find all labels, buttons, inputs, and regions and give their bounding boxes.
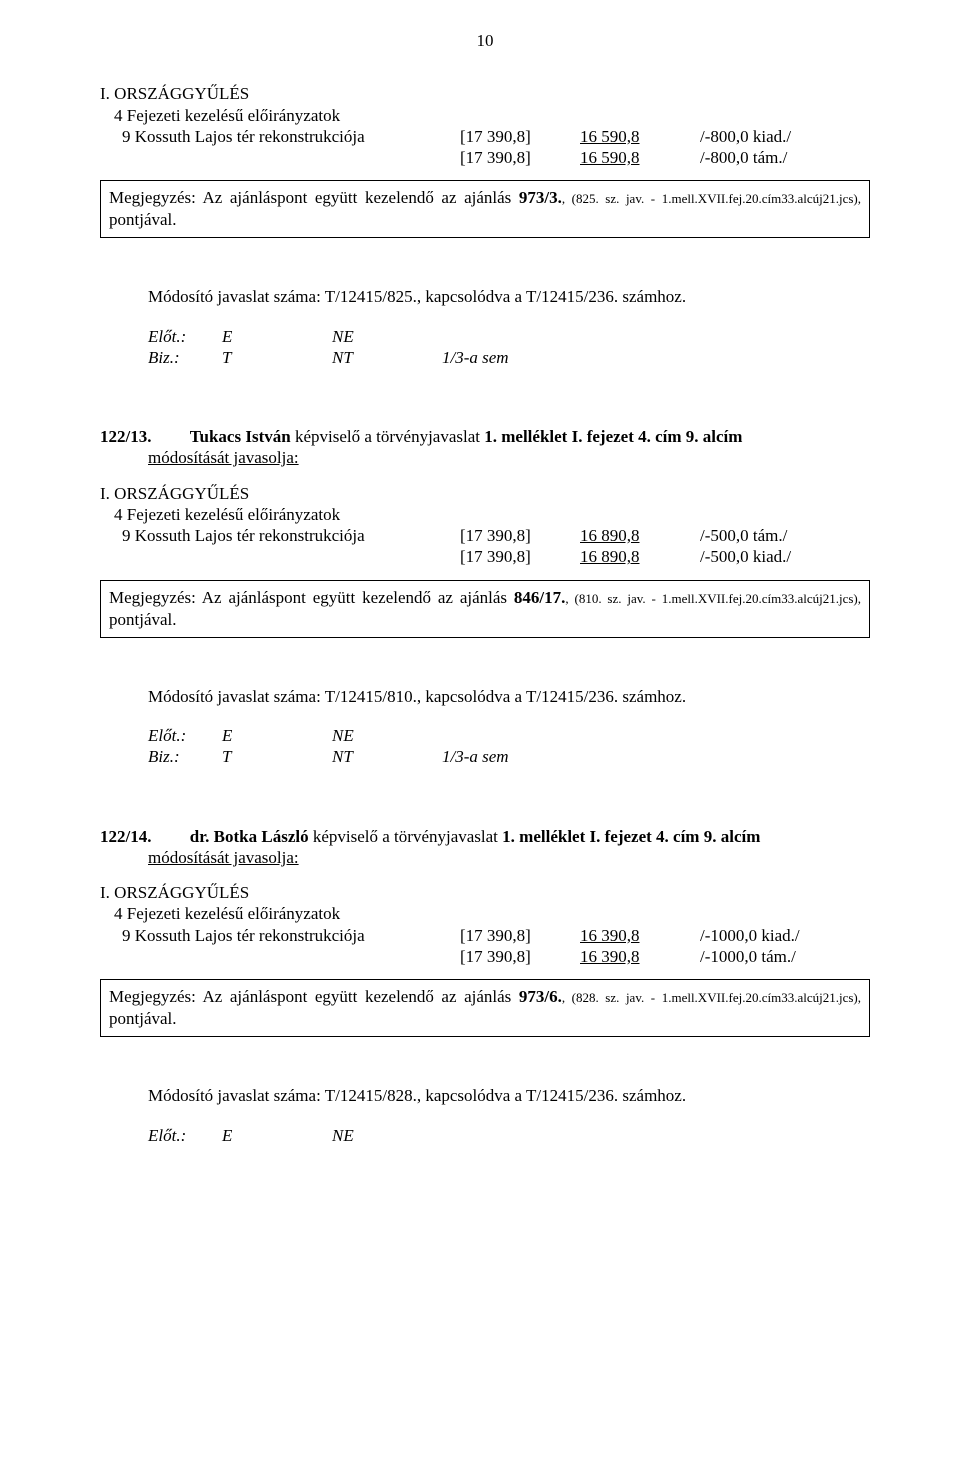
vote-value: E: [222, 725, 332, 746]
heading-chapter: 4 Fejezeti kezelésű előirányzatok: [100, 504, 870, 525]
budget-row-change: /-1000,0 kiad./: [700, 925, 870, 946]
budget-row: 9 Kossuth Lajos tér rekonstrukciója [17 …: [100, 946, 870, 967]
proposer-name: Tukacs István: [190, 427, 291, 446]
note-box: Megjegyzés: Az ajánláspont együtt kezele…: [100, 180, 870, 238]
budget-row-label: 9 Kossuth Lajos tér rekonstrukciója: [122, 525, 460, 546]
vote-row: Előt.: E NE: [148, 725, 870, 746]
budget-row-bracket: [17 390,8]: [460, 946, 580, 967]
section-number: 122/13.: [100, 427, 151, 446]
note-suffix: pontjával.: [109, 210, 177, 229]
note-citation: , (810. sz. jav. - 1.mell.XVII.fej.20.cí…: [565, 591, 861, 606]
budget-row-value: 16 390,8: [580, 925, 700, 946]
vote-value: NT: [332, 746, 442, 767]
section-heading: 122/13. Tukacs István képviselő a törvén…: [100, 426, 870, 469]
vote-value: 1/3-a sem: [442, 746, 582, 767]
budget-row-change: /-800,0 tám./: [700, 147, 870, 168]
modification-link: módosítását javasolja:: [148, 448, 299, 467]
budget-row-label: 9 Kossuth Lajos tér rekonstrukciója: [122, 925, 460, 946]
note-citation: , (828. sz. jav. - 1.mell.XVII.fej.20.cí…: [562, 990, 861, 1005]
section-ref: 1. melléklet I. fejezet 4. cím 9. alcím: [484, 427, 742, 446]
amendment-ref: Módosító javaslat száma: T/12415/828., k…: [148, 1085, 870, 1106]
budget-row-value: 16 590,8: [580, 147, 700, 168]
budget-row: 9 Kossuth Lajos tér rekonstrukciója [17 …: [100, 925, 870, 946]
amendment-ref: Módosító javaslat száma: T/12415/825., k…: [148, 286, 870, 307]
heading-org: I. ORSZÁGGYŰLÉS: [100, 83, 870, 104]
note-text: Megjegyzés: Az ajánláspont együtt kezele…: [109, 987, 519, 1006]
section-text: képviselő a törvényjavaslat: [291, 427, 485, 446]
budget-row-bracket: [17 390,8]: [460, 147, 580, 168]
vote-value: NE: [332, 725, 442, 746]
budget-row-change: /-500,0 kiad./: [700, 546, 870, 567]
budget-row-value: 16 890,8: [580, 525, 700, 546]
heading-org: I. ORSZÁGGYŰLÉS: [100, 483, 870, 504]
vote-value: NT: [332, 347, 442, 368]
budget-row: 9 Kossuth Lajos tér rekonstrukciója [17 …: [100, 126, 870, 147]
note-ref: 973/6.: [519, 987, 562, 1006]
vote-value: T: [222, 746, 332, 767]
heading-chapter: 4 Fejezeti kezelésű előirányzatok: [100, 105, 870, 126]
section-number: 122/14.: [100, 827, 151, 846]
page-number: 10: [100, 30, 870, 51]
note-ref: 846/17.: [514, 588, 565, 607]
budget-row-value: 16 390,8: [580, 946, 700, 967]
vote-label: Előt.:: [148, 326, 222, 347]
budget-row-label: 9 Kossuth Lajos tér rekonstrukciója: [122, 126, 460, 147]
heading-chapter: 4 Fejezeti kezelésű előirányzatok: [100, 903, 870, 924]
vote-label: Előt.:: [148, 725, 222, 746]
budget-row-value: 16 590,8: [580, 126, 700, 147]
heading-org: I. ORSZÁGGYŰLÉS: [100, 882, 870, 903]
note-text: Megjegyzés: Az ajánláspont együtt kezele…: [109, 588, 514, 607]
vote-value: E: [222, 1125, 332, 1146]
budget-row-change: /-800,0 kiad./: [700, 126, 870, 147]
vote-label: Előt.:: [148, 1125, 222, 1146]
budget-row-value: 16 890,8: [580, 546, 700, 567]
budget-row-bracket: [17 390,8]: [460, 546, 580, 567]
amendment-ref: Módosító javaslat száma: T/12415/810., k…: [148, 686, 870, 707]
document-page: 10 I. ORSZÁGGYŰLÉS 4 Fejezeti kezelésű e…: [0, 0, 960, 1470]
section-text: képviselő a törvényjavaslat: [309, 827, 503, 846]
vote-value: NE: [332, 326, 442, 347]
vote-block: Előt.: E NE Biz.: T NT 1/3-a sem: [148, 725, 870, 768]
budget-row-change: /-1000,0 tám./: [700, 946, 870, 967]
budget-row: 9 Kossuth Lajos tér rekonstrukciója [17 …: [100, 525, 870, 546]
vote-row: Biz.: T NT 1/3-a sem: [148, 347, 870, 368]
vote-block: Előt.: E NE: [148, 1125, 870, 1146]
section-heading: 122/14. dr. Botka László képviselő a tör…: [100, 826, 870, 869]
note-suffix: pontjával.: [109, 1009, 177, 1028]
vote-label: Biz.:: [148, 347, 222, 368]
vote-value: 1/3-a sem: [442, 347, 582, 368]
vote-row: Biz.: T NT 1/3-a sem: [148, 746, 870, 767]
budget-row-bracket: [17 390,8]: [460, 525, 580, 546]
section-ref: 1. melléklet I. fejezet 4. cím 9. alcím: [502, 827, 760, 846]
budget-row-change: /-500,0 tám./: [700, 525, 870, 546]
note-box: Megjegyzés: Az ajánláspont együtt kezele…: [100, 979, 870, 1037]
proposer-name: dr. Botka László: [190, 827, 309, 846]
note-text: Megjegyzés: Az ajánláspont együtt kezele…: [109, 188, 519, 207]
vote-value: T: [222, 347, 332, 368]
modification-link: módosítását javasolja:: [148, 848, 299, 867]
vote-value: E: [222, 326, 332, 347]
budget-row: 9 Kossuth Lajos tér rekonstrukciója [17 …: [100, 546, 870, 567]
vote-label: Biz.:: [148, 746, 222, 767]
note-suffix: pontjával.: [109, 610, 177, 629]
vote-value: NE: [332, 1125, 442, 1146]
note-box: Megjegyzés: Az ajánláspont együtt kezele…: [100, 580, 870, 638]
note-citation: , (825. sz. jav. - 1.mell.XVII.fej.20.cí…: [562, 191, 861, 206]
budget-row-bracket: [17 390,8]: [460, 126, 580, 147]
budget-row: 9 Kossuth Lajos tér rekonstrukciója [17 …: [100, 147, 870, 168]
budget-row-bracket: [17 390,8]: [460, 925, 580, 946]
vote-row: Előt.: E NE: [148, 1125, 870, 1146]
note-ref: 973/3.: [519, 188, 562, 207]
vote-row: Előt.: E NE: [148, 326, 870, 347]
vote-block: Előt.: E NE Biz.: T NT 1/3-a sem: [148, 326, 870, 369]
